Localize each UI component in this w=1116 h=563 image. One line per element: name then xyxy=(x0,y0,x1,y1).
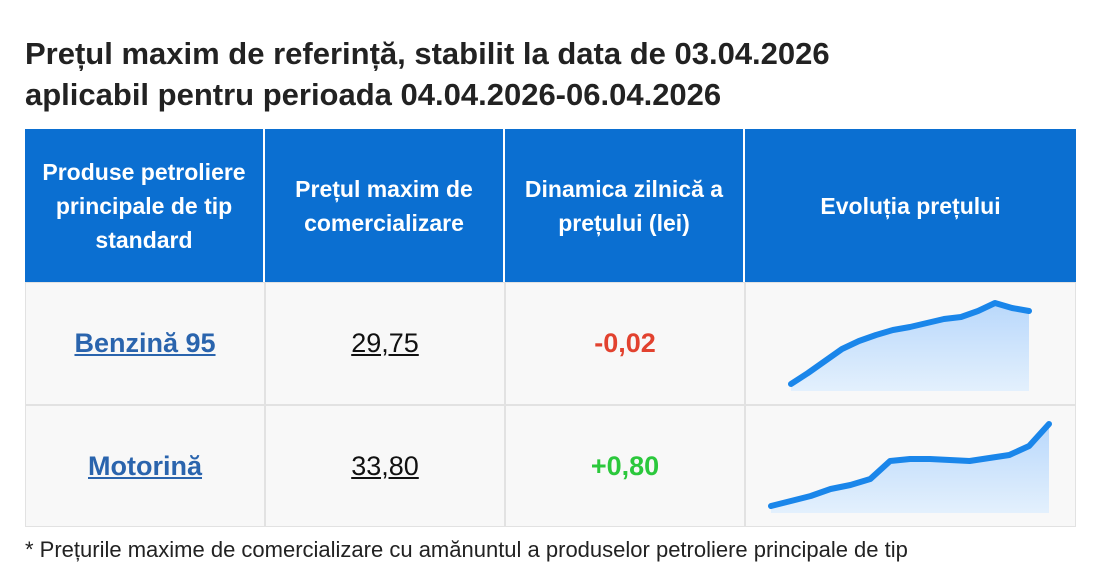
sparkline xyxy=(788,300,1032,391)
header-text: Produse petroliere principale de tip sta… xyxy=(42,158,246,253)
header-text: Dinamica zilnică a prețului (lei) xyxy=(524,175,724,236)
table-cell xyxy=(745,405,1076,527)
sparkline-area xyxy=(791,303,1029,391)
table-cell xyxy=(745,282,1076,405)
sparkline xyxy=(768,421,1052,513)
column-header: Evoluția prețului xyxy=(745,129,1076,282)
price-change: +0,80 xyxy=(590,450,660,481)
sparkline-line xyxy=(788,300,1032,387)
title: Prețul maxim de referință, stabilit la d… xyxy=(25,36,830,71)
table-cell: 29,75 xyxy=(265,282,505,405)
column-header: Produse petroliere principale de tip sta… xyxy=(25,129,265,282)
table-cell: +0,80 xyxy=(505,405,745,527)
footnote: * Prețurile maxime de comercializare cu … xyxy=(25,537,908,562)
product-link[interactable]: Motorină xyxy=(88,450,202,481)
product-link[interactable]: Benzină 95 xyxy=(74,328,216,358)
column-header: Prețul maxim de comercializare xyxy=(265,129,505,282)
table-cell: 33,80 xyxy=(265,405,505,527)
sparkline-area xyxy=(771,424,1049,513)
column-header: Dinamica zilnică a prețului (lei) xyxy=(505,129,745,282)
table-cell: Motorină xyxy=(25,405,265,527)
price-change: -0,02 xyxy=(594,328,656,358)
title: aplicabil pentru perioada 04.04.2026-06.… xyxy=(25,77,722,112)
table-cell: -0,02 xyxy=(505,282,745,405)
header-text: Evoluția prețului xyxy=(820,192,1001,219)
sparkline-line xyxy=(768,421,1052,509)
header-text: Prețul maxim de comercializare xyxy=(295,175,473,236)
price: 29,75 xyxy=(351,328,419,358)
table-cell: Benzină 95 xyxy=(25,282,265,405)
price: 33,80 xyxy=(351,450,419,481)
